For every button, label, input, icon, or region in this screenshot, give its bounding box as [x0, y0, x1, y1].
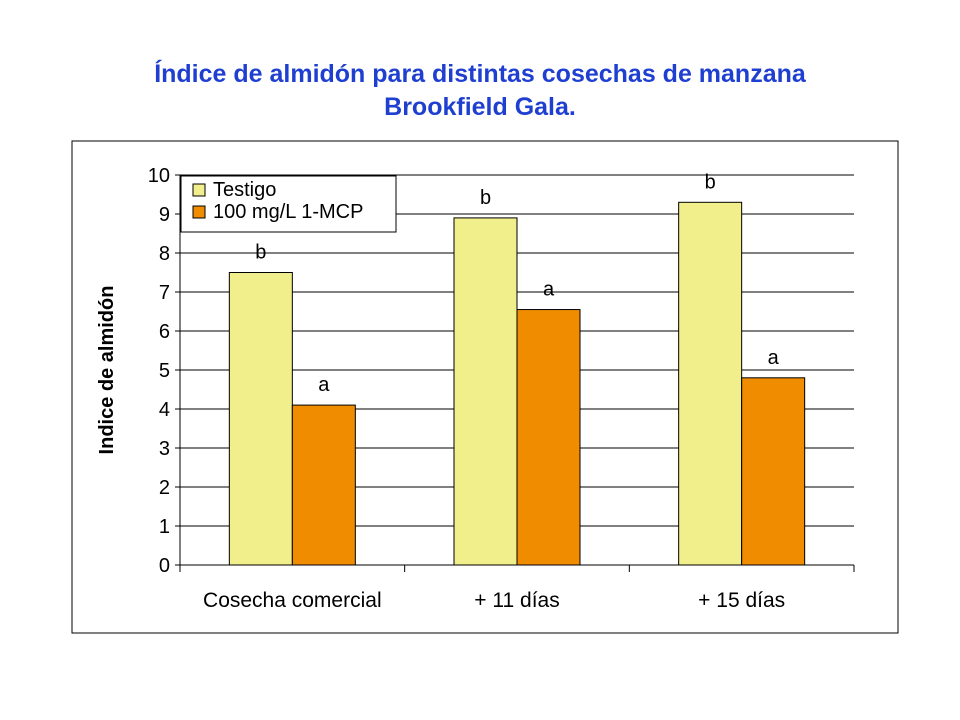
y-tick-label-7: 7 [159, 282, 170, 304]
legend [180, 175, 397, 233]
y-tick-label-10: 10 [148, 165, 170, 187]
significance-label-mcp-0: a [318, 374, 330, 396]
legend-label-mcp: 100 mg/L 1-MCP [213, 201, 363, 223]
bar-mcp-2 [741, 377, 806, 566]
chart-title-line-1: Índice de almidón para distintas cosecha… [154, 60, 806, 88]
legend-swatch-mcp [192, 205, 206, 219]
bar-testigo-1 [453, 217, 518, 566]
bar-testigo-2 [678, 201, 743, 566]
x-category-label-0: Cosecha comercial [203, 589, 382, 612]
significance-label-testigo-1: b [480, 187, 491, 209]
chart-title: Índice de almidón para distintas cosecha… [0, 58, 960, 124]
y-tick-label-4: 4 [159, 399, 170, 421]
legend-swatch-testigo [192, 183, 206, 197]
x-category-label-1: + 11 días [474, 589, 559, 612]
x-category-label-2: + 15 días [698, 589, 785, 612]
significance-label-testigo-2: b [705, 171, 716, 193]
y-axis-label: Indice de almidón [96, 286, 118, 455]
significance-label-mcp-2: a [768, 347, 780, 369]
y-tick-label-0: 0 [159, 555, 170, 577]
legend-label-testigo: Testigo [213, 179, 276, 201]
y-tick-label-6: 6 [159, 321, 170, 343]
chart-title-line-2: Brookfield Gala. [384, 93, 576, 121]
significance-label-mcp-1: a [543, 279, 555, 301]
bar-testigo-0 [228, 272, 293, 566]
y-tick-label-3: 3 [159, 438, 170, 460]
y-tick-label-2: 2 [159, 477, 170, 499]
significance-label-testigo-0: b [255, 242, 266, 264]
y-tick-label-8: 8 [159, 243, 170, 265]
y-tick-label-1: 1 [159, 516, 170, 538]
bar-mcp-0 [291, 404, 356, 566]
bar-mcp-1 [516, 309, 581, 566]
y-tick-label-9: 9 [159, 204, 170, 226]
y-tick-label-5: 5 [159, 360, 170, 382]
